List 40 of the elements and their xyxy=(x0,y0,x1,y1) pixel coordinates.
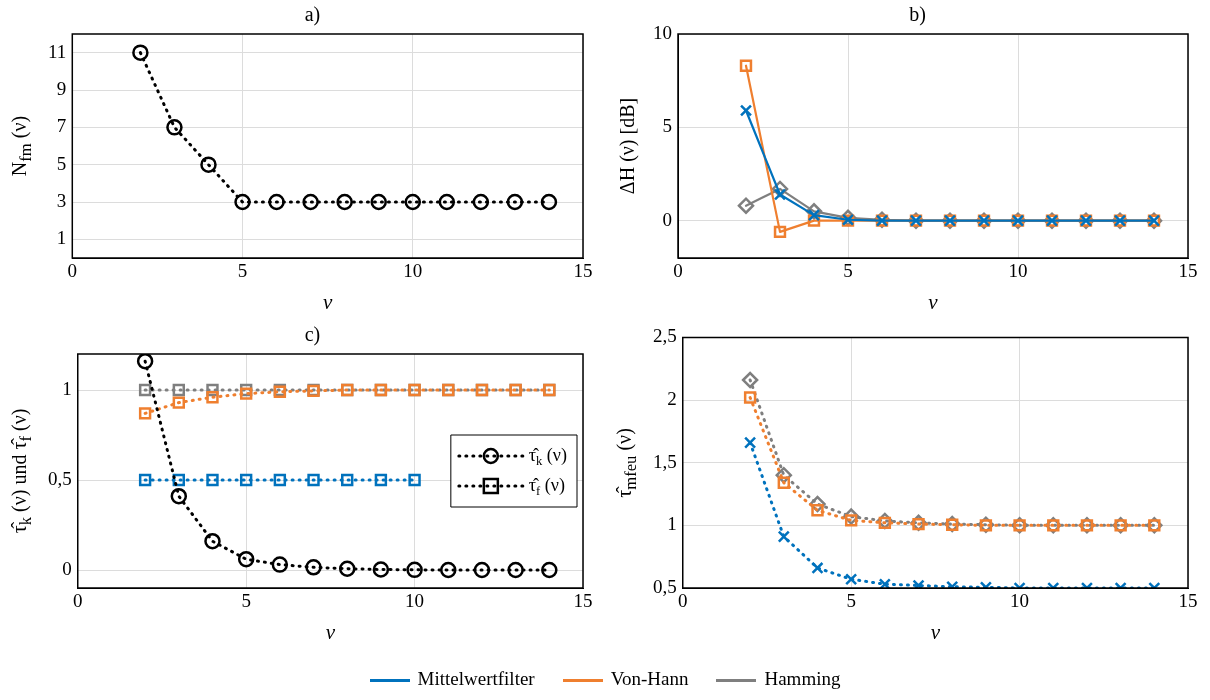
y-tick-label: 0 xyxy=(662,208,672,230)
x-tick-label: 5 xyxy=(241,590,251,612)
y-tick-label: 5 xyxy=(662,115,672,137)
y-tick-label: 0,5 xyxy=(653,575,677,597)
y-tick-label: 7 xyxy=(56,115,67,137)
y-tick-label: 1 xyxy=(62,377,72,399)
x-tick-label: 10 xyxy=(403,260,423,282)
y-tick-label: 1,5 xyxy=(653,450,677,472)
x-tick-label: 5 xyxy=(843,260,853,282)
chart-title: a) xyxy=(304,3,321,27)
x-tick-label: 15 xyxy=(573,260,593,282)
y-axis-title: ΔH (ν) [dB] xyxy=(615,97,639,195)
y-tick-label: 1 xyxy=(56,227,67,249)
legend-label: Von-Hann xyxy=(610,668,689,689)
x-tick-label: 15 xyxy=(1178,590,1198,612)
legend-label: Hamming xyxy=(764,668,841,689)
y-tick-label: 9 xyxy=(56,77,67,99)
x-axis-title: ν xyxy=(930,619,941,644)
y-tick-label: 3 xyxy=(56,189,67,211)
x-tick-label: 10 xyxy=(1010,590,1030,612)
y-tick-label: 2,5 xyxy=(653,325,677,347)
x-tick-label: 15 xyxy=(1178,260,1198,282)
y-tick-label: 0 xyxy=(62,557,72,579)
x-tick-label: 5 xyxy=(846,590,856,612)
y-tick-label: 2 xyxy=(667,388,677,410)
x-tick-label: 5 xyxy=(237,260,248,282)
y-tick-label: 11 xyxy=(48,40,67,62)
y-tick-label: 0,5 xyxy=(48,467,72,489)
x-tick-label: 10 xyxy=(405,590,425,612)
x-axis-title: ν xyxy=(325,619,336,644)
legend-label: Mittelwertfilter xyxy=(417,668,535,689)
y-tick-label: 1 xyxy=(667,513,677,535)
chart-title: c) xyxy=(304,323,321,347)
chart-title: b) xyxy=(909,3,926,27)
x-tick-label: 15 xyxy=(573,590,593,612)
x-tick-label: 10 xyxy=(1008,260,1028,282)
x-axis-title: ν xyxy=(322,289,333,314)
y-tick-label: 10 xyxy=(653,21,672,43)
y-tick-label: 5 xyxy=(56,152,67,174)
x-axis-title: ν xyxy=(928,289,939,314)
